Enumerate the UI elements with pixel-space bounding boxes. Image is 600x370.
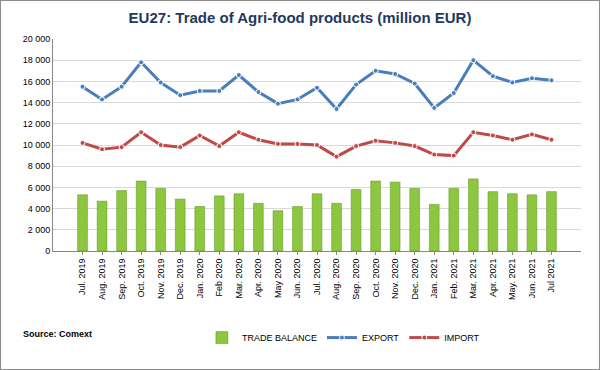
svg-text:10 000: 10 000 xyxy=(23,140,51,150)
svg-text:Dec. 2020: Dec. 2020 xyxy=(410,259,420,300)
svg-text:Feb. 2021: Feb. 2021 xyxy=(449,259,459,300)
svg-text:0: 0 xyxy=(45,246,50,256)
svg-text:18 000: 18 000 xyxy=(23,55,51,65)
svg-text:12 000: 12 000 xyxy=(23,119,51,129)
svg-text:Aug. 2019: Aug. 2019 xyxy=(97,259,107,300)
svg-text:Apr. 2020: Apr. 2020 xyxy=(253,259,263,298)
svg-text:4 000: 4 000 xyxy=(28,204,51,214)
svg-text:Mar. 2020: Mar. 2020 xyxy=(234,259,244,299)
svg-text:Aug. 2020: Aug. 2020 xyxy=(331,259,341,300)
svg-text:EU27: Trade of Agri-food produ: EU27: Trade of Agri-food products (milli… xyxy=(129,9,472,26)
svg-text:Jan. 2021: Jan. 2021 xyxy=(429,259,439,299)
svg-text:IMPORT: IMPORT xyxy=(444,333,479,343)
svg-text:Jun. 2021: Jun. 2021 xyxy=(527,259,537,299)
svg-text:EXPORT: EXPORT xyxy=(362,333,399,343)
svg-text:8 000: 8 000 xyxy=(28,161,51,171)
svg-text:Nov. 2019: Nov. 2019 xyxy=(156,259,166,299)
svg-text:May. 2021: May. 2021 xyxy=(507,259,517,300)
svg-text:Oct. 2020: Oct. 2020 xyxy=(371,259,381,298)
svg-text:Nov. 2020: Nov. 2020 xyxy=(390,259,400,299)
svg-text:Jul. 2020: Jul. 2020 xyxy=(312,259,322,296)
svg-text:Dec. 2019: Dec. 2019 xyxy=(175,259,185,300)
svg-text:20 000: 20 000 xyxy=(23,34,51,44)
svg-text:Oct. 2019: Oct. 2019 xyxy=(136,259,146,298)
svg-text:May 2020: May 2020 xyxy=(273,259,283,299)
svg-text:14 000: 14 000 xyxy=(23,98,51,108)
svg-text:Jun. 2020: Jun. 2020 xyxy=(292,259,302,299)
svg-text:2 000: 2 000 xyxy=(28,225,51,235)
svg-text:Jan. 2020: Jan. 2020 xyxy=(195,259,205,299)
svg-text:Jul 2021: Jul 2021 xyxy=(546,259,556,293)
svg-text:Apr. 2021: Apr. 2021 xyxy=(488,259,498,298)
svg-text:Source: Comext: Source: Comext xyxy=(23,329,92,339)
svg-text:Sep. 2020: Sep. 2020 xyxy=(351,259,361,300)
svg-text:16 000: 16 000 xyxy=(23,77,51,87)
svg-text:TRADE BALANCE: TRADE BALANCE xyxy=(242,333,317,343)
svg-text:Mar. 2021: Mar. 2021 xyxy=(468,259,478,299)
svg-text:6 000: 6 000 xyxy=(28,183,51,193)
svg-text:Sep. 2019: Sep. 2019 xyxy=(117,259,127,300)
svg-text:Feb 2020: Feb 2020 xyxy=(214,259,224,297)
svg-text:Jul. 2019: Jul. 2019 xyxy=(77,259,87,296)
